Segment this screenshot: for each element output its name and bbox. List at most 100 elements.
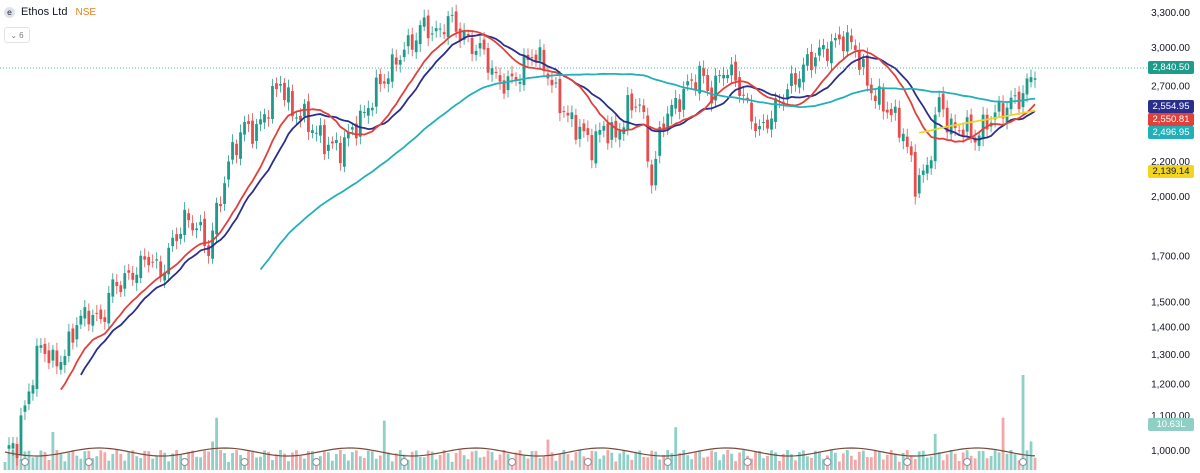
volume-bar (933, 433, 937, 470)
volume-bar (1001, 417, 1005, 470)
volume-bar (295, 450, 298, 470)
candle-body (550, 79, 554, 86)
volume-bar (67, 452, 71, 470)
volume-bar (350, 452, 354, 470)
candle-body (957, 130, 961, 132)
candle-body (386, 78, 390, 85)
event-marker-icon[interactable] (1019, 458, 1028, 466)
event-marker-icon[interactable] (903, 458, 912, 466)
candle-body (897, 107, 901, 138)
candle-body (786, 89, 789, 100)
volume-bar (738, 452, 741, 470)
volume-bar (151, 458, 155, 470)
volume-bar (139, 458, 143, 470)
candle-body (454, 11, 458, 32)
volume-bar (83, 451, 87, 470)
volume-bar (550, 452, 554, 470)
volume-bar (35, 456, 39, 470)
ma-20-value-badge: 2,554.95 (1148, 99, 1194, 113)
volume-bar (818, 451, 821, 470)
candle-body (538, 47, 542, 61)
volume-bar (574, 452, 578, 470)
volume-bar (518, 450, 522, 470)
volume-bar (881, 459, 885, 470)
volume-bar (770, 450, 773, 470)
candle-body (99, 309, 103, 320)
event-marker-icon[interactable] (240, 458, 249, 466)
candle-body (686, 81, 690, 86)
volume-bar (450, 461, 454, 470)
volume-bar (925, 457, 929, 470)
volume-bar (849, 455, 853, 470)
candle-body (718, 75, 722, 77)
candle-body (758, 126, 761, 130)
event-marker-icon[interactable] (583, 458, 592, 466)
volume-bar (698, 450, 702, 470)
event-marker-icon[interactable] (400, 458, 409, 466)
ma-230-value-badge: 2,139.14 (1148, 165, 1194, 179)
volume-bar (873, 450, 877, 470)
volume-bar (1025, 450, 1029, 470)
candle-body (283, 82, 286, 101)
volume-bar (410, 451, 414, 470)
candle-body (941, 93, 945, 110)
volume-bar (993, 450, 997, 470)
volume-bar (622, 450, 626, 470)
volume-bar (822, 458, 825, 470)
candle-body (618, 130, 622, 140)
symbol-name[interactable]: Ethos Ltd (21, 6, 68, 18)
candle-body (726, 74, 729, 79)
candle-body (602, 125, 606, 131)
volume-bar (614, 461, 618, 470)
candle-body (929, 160, 933, 169)
volume-bar (346, 460, 350, 470)
candle-body (19, 415, 23, 456)
candle-body (522, 54, 526, 86)
volume-bar (893, 453, 897, 470)
volume-bar (19, 459, 23, 470)
candle-body (993, 112, 997, 120)
candle-body (630, 93, 634, 111)
candle-body (678, 99, 682, 112)
candle-body (770, 118, 773, 130)
volume-bar (861, 450, 865, 470)
candle-body (1001, 103, 1005, 119)
candle-body (239, 132, 242, 159)
volume-bar (203, 450, 207, 470)
y-tick-label: 2,700.00 (1151, 82, 1190, 93)
event-marker-icon[interactable] (663, 458, 672, 466)
candle-body (977, 135, 981, 146)
volume-bar (686, 455, 690, 470)
event-marker-icon[interactable] (508, 458, 517, 466)
volume-bar (598, 458, 602, 470)
event-marker-icon[interactable] (312, 458, 321, 466)
candle-body (738, 77, 741, 96)
candle-body (682, 88, 686, 110)
candle-body (901, 133, 905, 142)
candle-body (714, 75, 718, 101)
candle-body (861, 58, 865, 67)
y-tick-label: 1,700.00 (1151, 251, 1190, 262)
indicators-toggle-button[interactable]: ⌄ 6 (4, 27, 30, 43)
candle-body (945, 107, 949, 133)
volume-bar (239, 455, 242, 470)
event-marker-icon[interactable] (963, 458, 972, 466)
event-marker-icon[interactable] (20, 458, 29, 466)
candle-body (203, 218, 207, 246)
candle-body (574, 114, 578, 140)
event-marker-icon[interactable] (180, 458, 189, 466)
candle-body (67, 331, 71, 356)
volume-bar (207, 451, 211, 470)
volume-bar (3, 462, 7, 470)
event-marker-icon[interactable] (743, 458, 752, 466)
event-marker-icon[interactable] (84, 458, 93, 466)
volume-bar (981, 451, 985, 470)
candle-body (135, 274, 139, 283)
volume-bar (131, 450, 135, 470)
event-marker-icon[interactable] (823, 458, 832, 466)
candle-body (39, 345, 43, 348)
candle-body (841, 36, 845, 52)
volume-bar (63, 461, 67, 470)
volume-bar (710, 450, 714, 470)
